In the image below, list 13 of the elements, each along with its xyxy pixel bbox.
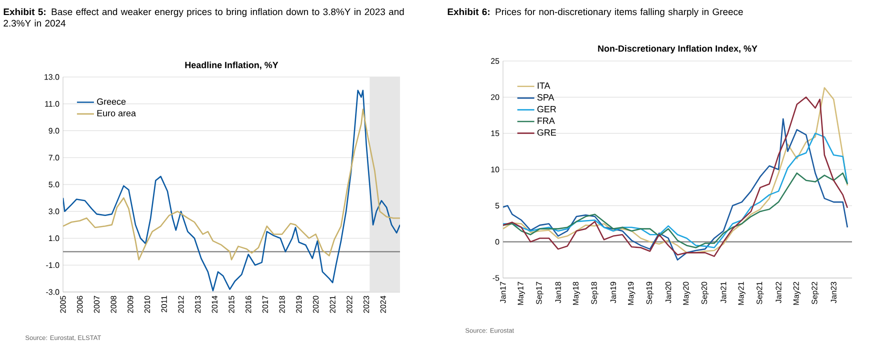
legend-label: ITA [538,82,550,89]
chart-title: Exhibit 5: Base effect and weaker energy prices to bring inflation down to 3.8%Y in 2023 and 2.3%Y in 2024 [4,8,404,27]
legend-label: GER [537,106,556,112]
legend-label: Greece [97,98,126,105]
chart-title: Exhibit 6: Prices for non-discretionary items falling sharply in Greece [448,8,743,18]
legend-label: FRA [538,118,555,124]
chart-subtitle: Non-Discretionary Inflation Index, %Y [598,45,758,54]
legend-label: GRE [537,129,556,136]
legend-label: Euro area [97,110,136,116]
chart-subtitle: Headline Inflation, %Y [185,62,278,70]
line-series [503,118,848,261]
legend-label: SPA [537,94,554,101]
line-series [63,108,400,260]
